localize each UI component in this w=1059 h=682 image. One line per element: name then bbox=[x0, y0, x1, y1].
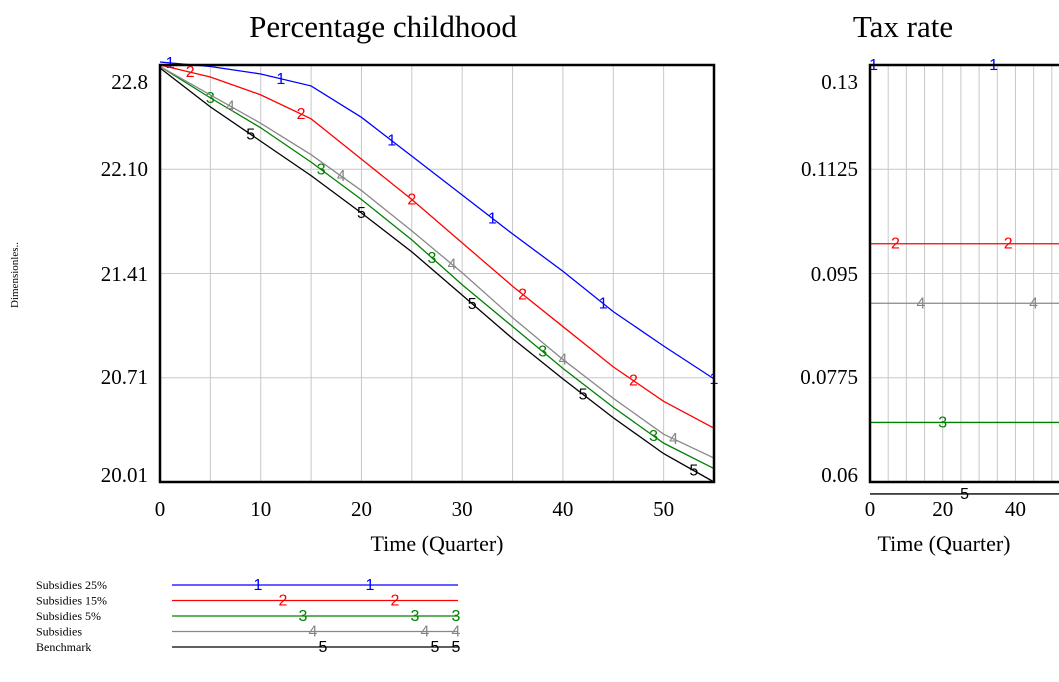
legend-marker-1: 1 bbox=[254, 577, 263, 594]
chart1-series-marker-1: 1 bbox=[387, 133, 396, 150]
chart1-series-marker-2: 2 bbox=[186, 64, 195, 81]
legend-marker-4: 4 bbox=[421, 624, 430, 641]
chart1-series-line-1 bbox=[159, 61, 715, 380]
chart1-series-marker-2: 2 bbox=[518, 286, 527, 303]
chart1-x-tick-label: 40 bbox=[552, 497, 573, 521]
chart1-series-marker-5: 5 bbox=[357, 205, 366, 222]
chart1-x-tick-label: 20 bbox=[351, 497, 372, 521]
chart2-tick-labels: 0.13 0.1125 0.095 0.0775 0.06 0 20 40 bbox=[800, 70, 1026, 521]
legend-marker-4: 4 bbox=[309, 624, 318, 641]
chart1-series-line-2 bbox=[159, 64, 715, 429]
chart1-series-marker-4: 4 bbox=[669, 431, 678, 448]
chart2-series: 1 12 24 435 bbox=[869, 57, 1059, 503]
legend-marker-3: 3 bbox=[299, 608, 308, 625]
chart1-x-tick-label: 0 bbox=[155, 497, 166, 521]
chart2-series-marker-3: 3 bbox=[938, 414, 947, 431]
chart2-y-tick-label: 0.13 bbox=[821, 70, 858, 94]
chart1-series-marker-2: 2 bbox=[297, 106, 306, 123]
legend-marker-2: 2 bbox=[391, 593, 400, 610]
chart1-series-line-4 bbox=[159, 65, 715, 459]
chart1-series-marker-5: 5 bbox=[246, 126, 255, 143]
chart1-x-tick-label: 10 bbox=[250, 497, 271, 521]
chart2-x-tick-label: 40 bbox=[1005, 497, 1026, 521]
chart1-y-axis-label: Dimensionles.. bbox=[9, 242, 21, 308]
chart1-frame bbox=[158, 63, 716, 484]
chart1-series-marker-3: 3 bbox=[206, 90, 215, 107]
chart1-title: Percentage childhood bbox=[249, 9, 517, 44]
chart1-series-marker-3: 3 bbox=[538, 344, 547, 361]
legend-label-2: Subsidies 15% bbox=[36, 594, 107, 608]
chart1-series-marker-4: 4 bbox=[448, 256, 457, 273]
chart1-series-marker-4: 4 bbox=[226, 98, 235, 115]
chart1-series-marker-5: 5 bbox=[579, 386, 588, 403]
chart2-grid bbox=[870, 65, 1059, 482]
chart1-y-tick-label: 20.01 bbox=[101, 463, 148, 487]
chart1-series-marker-3: 3 bbox=[649, 428, 658, 445]
legend-label-1: Subsidies 25% bbox=[36, 578, 107, 592]
chart1-tick-labels: 22.8 22.10 21.41 20.71 20.01 0 10 20 30 40 50 bbox=[101, 70, 674, 521]
chart1-series-marker-3: 3 bbox=[428, 250, 437, 267]
chart1-series-marker-3: 3 bbox=[317, 162, 326, 179]
chart2-series-marker-2: 2 bbox=[891, 236, 900, 253]
chart1-y-tick-label: 21.41 bbox=[101, 262, 148, 286]
chart2-series-marker-4: 4 bbox=[1029, 295, 1038, 312]
chart2-y-tick-label: 0.095 bbox=[811, 262, 858, 286]
legend-marker-5: 5 bbox=[431, 639, 440, 656]
chart1-x-tick-label: 50 bbox=[653, 497, 674, 521]
chart1-x-axis-label: Time (Quarter) bbox=[371, 531, 504, 556]
chart1-series-marker-2: 2 bbox=[629, 373, 638, 390]
chart2-x-axis-label: Time (Quarter) bbox=[878, 531, 1011, 556]
chart2-y-tick-label: 0.1125 bbox=[801, 157, 858, 181]
legend-marker-1: 1 bbox=[366, 577, 375, 594]
chart1-y-tick-label: 22.8 bbox=[111, 70, 148, 94]
chart1-series-marker-1: 1 bbox=[488, 210, 497, 227]
chart1-series-marker-1: 1 bbox=[276, 71, 285, 88]
chart2-series-marker-4: 4 bbox=[916, 295, 925, 312]
chart2-y-tick-label: 0.0775 bbox=[800, 365, 858, 389]
chart1-series-marker-5: 5 bbox=[689, 463, 698, 480]
chart1-series-marker-4: 4 bbox=[558, 351, 567, 368]
chart1-series-marker-1: 1 bbox=[599, 296, 608, 313]
legend-marker-3: 3 bbox=[411, 608, 420, 625]
chart1-y-tick-label: 22.10 bbox=[101, 157, 148, 181]
legend-label-3: Subsidies 5% bbox=[36, 609, 101, 623]
chart2-frame bbox=[868, 63, 1059, 484]
chart1-series-line-5 bbox=[159, 67, 715, 483]
chart1-series-marker-1: 1 bbox=[166, 55, 175, 72]
chart2-x-tick-label: 20 bbox=[932, 497, 953, 521]
chart1-x-tick-label: 30 bbox=[452, 497, 473, 521]
chart2-series-marker-2: 2 bbox=[1004, 236, 1013, 253]
legend: Subsidies 25% 1 1 Subsidies 15% 2 2 Subsidies … bbox=[36, 577, 461, 656]
chart2-title: Tax rate bbox=[853, 9, 953, 44]
legend-marker-4: 4 bbox=[452, 624, 461, 641]
chart2-series-marker-5: 5 bbox=[960, 486, 969, 503]
legend-marker-5: 5 bbox=[319, 639, 328, 656]
legend-label-4: Subsidies bbox=[36, 625, 82, 639]
chart2-x-tick-label: 0 bbox=[865, 497, 876, 521]
legend-marker-3: 3 bbox=[452, 608, 461, 625]
legend-marker-5: 5 bbox=[452, 639, 461, 656]
chart1-series-marker-4: 4 bbox=[337, 168, 346, 185]
legend-marker-2: 2 bbox=[279, 593, 288, 610]
chart2-y-tick-label: 0.06 bbox=[821, 463, 858, 487]
chart1-series-marker-5: 5 bbox=[468, 296, 477, 313]
chart1-y-tick-label: 20.71 bbox=[101, 365, 148, 389]
legend-label-5: Benchmark bbox=[36, 640, 91, 654]
chart1-series-line-3 bbox=[159, 65, 715, 470]
chart1-series-marker-2: 2 bbox=[407, 192, 416, 209]
